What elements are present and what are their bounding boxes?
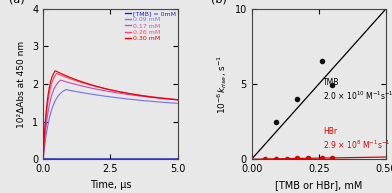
Point	[318, 157, 325, 160]
Text: (a): (a)	[9, 0, 25, 4]
Point	[318, 60, 325, 63]
Point	[294, 97, 301, 101]
Point	[329, 156, 336, 159]
Text: HBr
2.9 × 10$^{8}$ M$^{-1}$s$^{-1}$: HBr 2.9 × 10$^{8}$ M$^{-1}$s$^{-1}$	[323, 127, 390, 151]
Point	[329, 84, 336, 87]
Text: TMB
2.0 × 10$^{10}$ M$^{-1}$s$^{-1}$: TMB 2.0 × 10$^{10}$ M$^{-1}$s$^{-1}$	[323, 78, 392, 102]
Text: (b): (b)	[211, 0, 227, 4]
Point	[273, 157, 279, 160]
Point	[262, 157, 268, 161]
Point	[294, 157, 301, 160]
Point	[283, 157, 290, 160]
X-axis label: [TMB or HBr], mM: [TMB or HBr], mM	[275, 180, 363, 190]
Y-axis label: $10^{-6}k_{rise}$, s$^{-1}$: $10^{-6}k_{rise}$, s$^{-1}$	[215, 54, 229, 114]
Y-axis label: 10²ΔAbs at 450 nm: 10²ΔAbs at 450 nm	[18, 40, 26, 128]
X-axis label: Time, μs: Time, μs	[90, 180, 131, 190]
Point	[305, 157, 311, 160]
Point	[273, 120, 279, 123]
Legend: [TMB] = 0mM, 0.09 mM, 0.17 mM, 0.26 mM, 0.30 mM: [TMB] = 0mM, 0.09 mM, 0.17 mM, 0.26 mM, …	[125, 11, 176, 41]
